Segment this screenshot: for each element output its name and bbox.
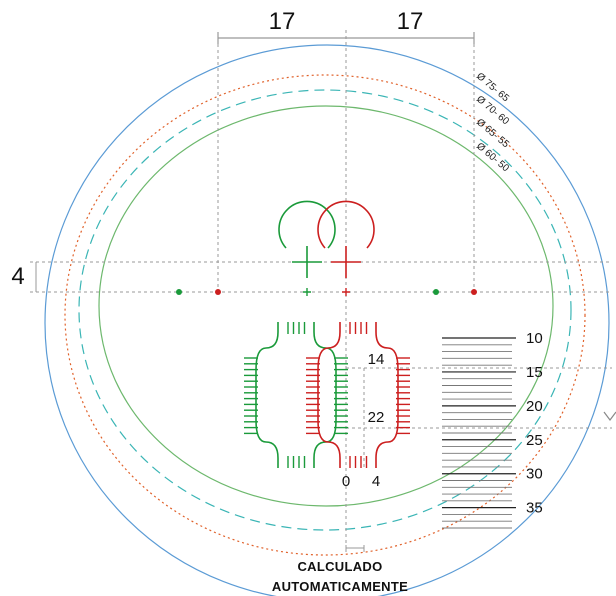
- note-line-1: CALCULADO: [297, 559, 382, 574]
- reading-scale-lines: [442, 337, 516, 529]
- point-green-left: [176, 289, 182, 295]
- point-green-right: [433, 289, 439, 295]
- cross-small-red: [342, 288, 350, 296]
- lens-green-outline-left: [255, 322, 279, 468]
- ring-dashed: [78, 89, 572, 531]
- far-circle-green: [278, 200, 336, 249]
- reading-scale-labels: 10 15 20 25 30 35: [526, 330, 543, 517]
- dimension-left-label: 17: [269, 8, 296, 35]
- ring-inner: [98, 105, 554, 507]
- progressive-lens-red: [306, 322, 410, 468]
- cross-far-green: [292, 246, 322, 278]
- inner-bottom-label: 22: [368, 409, 385, 426]
- lens-green-outline-right: [313, 322, 337, 468]
- cross-small-green: [303, 288, 311, 296]
- point-red-right: [471, 289, 477, 295]
- lens-red-outline-left: [317, 322, 341, 468]
- scale-label: 20: [526, 398, 543, 415]
- scale-label: 30: [526, 466, 543, 483]
- bottom-zero-label: 0: [342, 473, 350, 490]
- dimension-right-label: 17: [397, 8, 424, 35]
- scale-label: 15: [526, 364, 543, 381]
- note-line-2: AUTOMATICAMENTE: [272, 579, 408, 594]
- lens-red-outline-right: [375, 322, 399, 468]
- scale-label: 35: [526, 500, 543, 517]
- ring-outer: [44, 44, 610, 596]
- cross-far-red: [331, 246, 361, 278]
- edge-arrow-icon: [603, 411, 616, 421]
- far-circle-red: [317, 200, 375, 249]
- inner-top-label: 14: [368, 351, 385, 368]
- point-red-left: [215, 289, 221, 295]
- bottom-four-label: 4: [372, 473, 380, 490]
- scale-label: 25: [526, 432, 543, 449]
- ring-dotted: [64, 74, 586, 556]
- scale-label: 10: [526, 330, 543, 347]
- vertical-offset-label: 4: [11, 263, 24, 290]
- progressive-lens-green: [244, 322, 348, 468]
